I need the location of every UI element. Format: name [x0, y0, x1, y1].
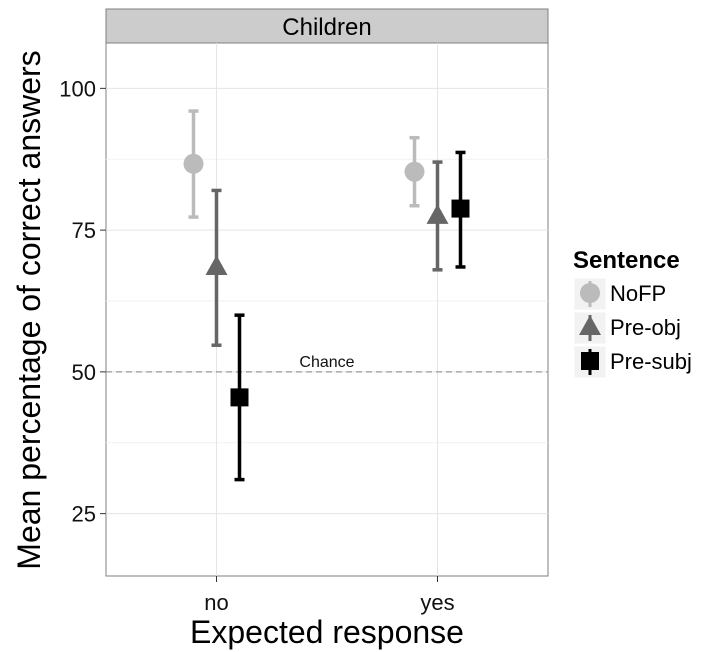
data-point — [205, 255, 228, 275]
legend-title: Sentence — [573, 247, 680, 274]
y-tick-label: 50 — [72, 360, 96, 385]
legend-key-circle — [580, 283, 600, 303]
legend-key-triangle — [579, 315, 601, 335]
y-axis-title: Mean percentage of correct answers — [11, 50, 47, 569]
legend-label: Pre-obj — [610, 315, 681, 340]
x-axis-title: Expected response — [190, 614, 464, 650]
y-tick-label: 25 — [72, 502, 96, 527]
legend-label: Pre-subj — [610, 349, 692, 374]
series-pre-subj — [230, 150, 470, 482]
legend-key-square — [581, 352, 599, 370]
grid — [106, 43, 548, 576]
plot-panel — [105, 42, 549, 577]
data-point — [451, 199, 470, 218]
data-point — [230, 388, 249, 407]
legend-label: NoFP — [610, 281, 666, 306]
facet-strip — [105, 8, 549, 44]
chance-label: Chance — [299, 354, 354, 371]
legend: Sentence NoFP Pre-obj Pre-subj — [573, 247, 692, 379]
series-pre-obj — [205, 160, 449, 347]
facet-label: Children — [282, 14, 371, 41]
data-point — [426, 204, 449, 224]
x-tick-label: no — [204, 590, 228, 615]
data-point — [183, 153, 204, 174]
series-nofp — [183, 109, 425, 219]
data-point — [404, 161, 425, 182]
y-tick-label: 75 — [72, 218, 96, 243]
y-tick-label: 100 — [59, 76, 96, 101]
x-axis: no yes — [204, 576, 455, 615]
y-axis: 25 50 75 100 — [59, 76, 106, 527]
data-marks — [183, 109, 470, 482]
x-tick-label: yes — [420, 590, 454, 615]
